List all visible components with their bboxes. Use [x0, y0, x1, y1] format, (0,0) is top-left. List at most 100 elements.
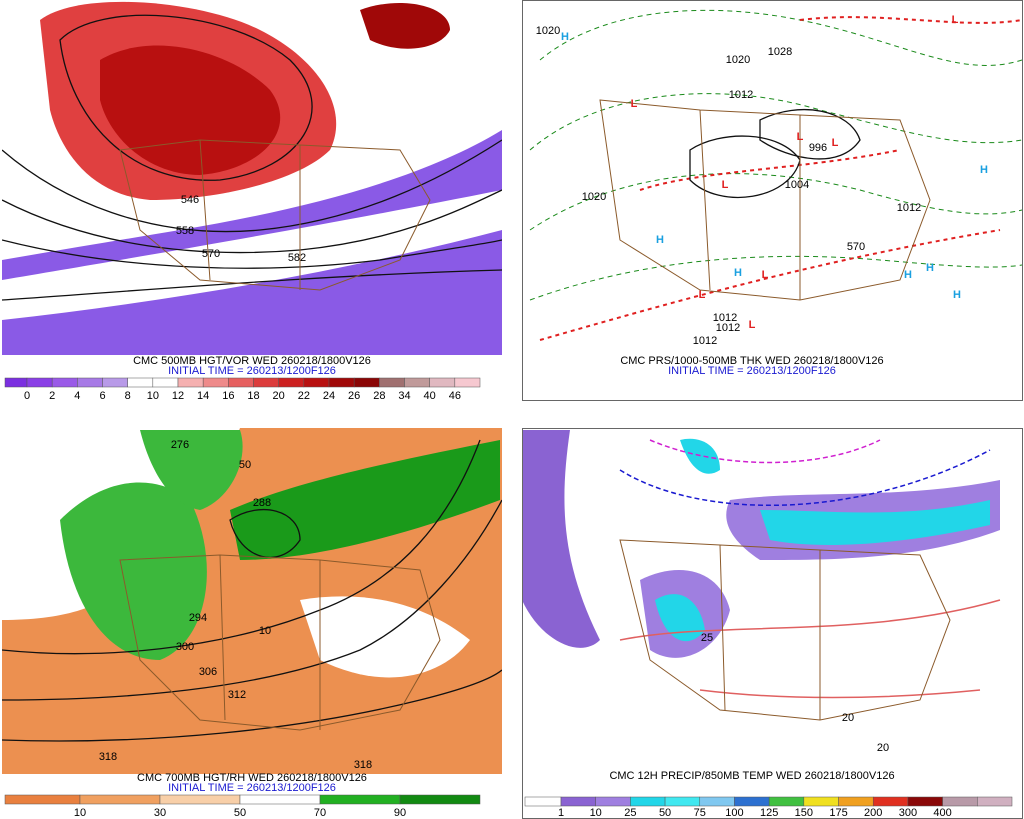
legend-label: 10 — [590, 807, 602, 819]
contour-label: 50 — [239, 459, 251, 471]
legend-swatch — [319, 794, 401, 805]
pressure-center: L — [762, 269, 769, 281]
legend-swatch — [838, 796, 874, 807]
initial-time: INITIAL TIME = 260213/1200F126 — [168, 365, 336, 377]
legend-swatch — [278, 377, 305, 388]
legend-swatch — [379, 377, 405, 388]
legend-label: 24 — [323, 390, 335, 402]
legend-swatch — [560, 796, 596, 807]
legend-label: 90 — [394, 807, 406, 819]
legend-swatch — [328, 377, 355, 388]
legend-swatch — [26, 377, 53, 388]
legend-label: 20 — [273, 390, 285, 402]
initial-time: INITIAL TIME = 260213/1200F126 — [668, 365, 836, 377]
legend-label: 10 — [74, 807, 86, 819]
legend-swatch — [454, 377, 481, 388]
legend-swatch — [102, 377, 128, 388]
vorticity-map — [2, 0, 502, 355]
legend-label: 26 — [348, 390, 360, 402]
humidity-map — [2, 428, 502, 774]
legend-label: 12 — [172, 390, 184, 402]
legend-swatch — [253, 377, 279, 388]
legend-label: 300 — [899, 807, 917, 819]
legend-swatch — [630, 796, 666, 807]
legend-label: 10 — [147, 390, 159, 402]
legend-swatch — [202, 377, 229, 388]
contour-label: 276 — [171, 439, 189, 451]
legend-label: 125 — [760, 807, 778, 819]
legend-swatch — [228, 377, 254, 388]
legend-swatch — [595, 796, 631, 807]
contour-label: 312 — [228, 689, 246, 701]
contour-label: 1020 — [582, 191, 606, 203]
legend-label: 16 — [222, 390, 234, 402]
legend-swatch — [127, 377, 154, 388]
contour-label: 318 — [99, 751, 117, 763]
legend-swatch — [4, 794, 81, 805]
pressure-center: L — [952, 14, 959, 26]
pressure-center: H — [656, 234, 664, 246]
pressure-center: H — [980, 164, 988, 176]
contour-label: 1012 — [729, 89, 753, 101]
legend-label: 34 — [398, 390, 410, 402]
legend-label: 75 — [694, 807, 706, 819]
pressure-center: H — [561, 31, 569, 43]
legend-swatch — [4, 377, 28, 388]
legend-swatch — [803, 796, 839, 807]
legend-swatch — [404, 377, 430, 388]
contour-label: 1012 — [897, 202, 921, 214]
legend-label: 30 — [154, 807, 166, 819]
contour-label: 570 — [202, 248, 220, 260]
pressure-center: L — [722, 179, 729, 191]
legend-label: 46 — [449, 390, 461, 402]
pressure-center: H — [926, 262, 934, 274]
legend-swatch — [152, 377, 179, 388]
pressure-center: L — [832, 137, 839, 149]
panel-title: CMC 500MB HGT/VOR WED 260218/1800V126 — [133, 355, 371, 367]
contour-label: 1020 — [726, 54, 750, 66]
legend-swatch — [942, 796, 978, 807]
legend-swatch — [399, 794, 481, 805]
contour-label: 294 — [189, 612, 207, 624]
legend-swatch — [177, 377, 204, 388]
legend-swatch — [977, 796, 1013, 807]
contour-label: 1012 — [716, 322, 740, 334]
legend-label: 175 — [829, 807, 847, 819]
legend-swatch — [353, 377, 380, 388]
contour-label: 25 — [701, 632, 713, 644]
legend-label: 25 — [624, 807, 636, 819]
legend-swatch — [51, 377, 78, 388]
legend-label: 100 — [725, 807, 743, 819]
legend-label: 6 — [99, 390, 105, 402]
contour-label: 582 — [288, 252, 306, 264]
legend-label: 18 — [247, 390, 259, 402]
legend-swatch — [303, 377, 330, 388]
contour-label: 20 — [877, 742, 889, 754]
legend-label: 2 — [49, 390, 55, 402]
contour-label: 1028 — [768, 46, 792, 58]
legend-label: 4 — [74, 390, 80, 402]
contour-label: 306 — [199, 666, 217, 678]
contour-label: 1012 — [693, 335, 717, 347]
legend-swatch — [699, 796, 735, 807]
contour-label: 558 — [176, 225, 194, 237]
pressure-center: H — [734, 267, 742, 279]
legend-label: 8 — [125, 390, 131, 402]
legend-label: 0 — [24, 390, 30, 402]
legend-swatch — [907, 796, 943, 807]
contour-label: 1004 — [785, 179, 809, 191]
contour-label: 300 — [176, 641, 194, 653]
initial-time: INITIAL TIME = 260213/1200F126 — [168, 782, 336, 794]
precipitation-map — [522, 430, 1022, 768]
contour-label: 570 — [847, 241, 865, 253]
pressure-center: L — [631, 98, 638, 110]
pressure-center: L — [749, 319, 756, 331]
legend-swatch — [239, 794, 321, 805]
legend-swatch — [429, 377, 456, 388]
contour-label: 1020 — [536, 25, 560, 37]
contour-label: 1012 — [713, 312, 737, 324]
panel-title: CMC PRS/1000-500MB THK WED 260218/1800V1… — [620, 355, 883, 367]
legend-label: 1 — [558, 807, 564, 819]
contour-label: 10 — [259, 625, 271, 637]
